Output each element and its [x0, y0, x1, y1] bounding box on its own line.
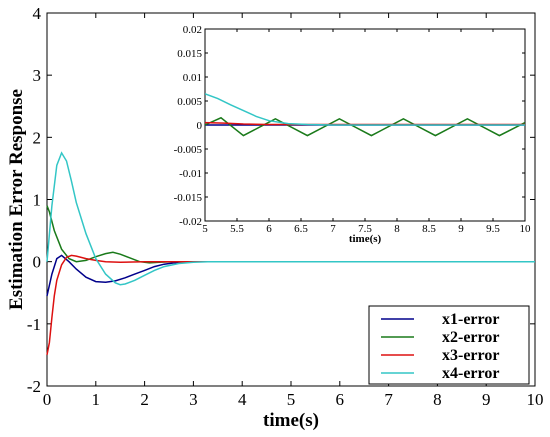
y-tick-label: -2: [27, 377, 41, 396]
inset-series-line-x4-error: [205, 93, 525, 126]
x-tick-label: 6: [336, 390, 345, 409]
inset-x-tick-label: 8: [394, 223, 400, 235]
inset-x-tick-label: 10: [520, 223, 532, 235]
inset-y-tick-label: 0.01: [183, 72, 202, 84]
inset-x-tick-label: 5.5: [230, 223, 244, 235]
x-tick-label: 10: [527, 390, 544, 409]
x-tick-label: 0: [43, 390, 52, 409]
y-tick-label: 1: [33, 191, 42, 210]
legend-entry-label: x3-error: [442, 347, 499, 364]
inset-x-tick-label: 8.5: [422, 223, 436, 235]
legend-entry-label: x2-error: [442, 329, 499, 346]
legend-entry-label: x4-error: [442, 365, 499, 382]
x-tick-label: 5: [287, 390, 296, 409]
inset-x-tick-label: 7: [330, 223, 336, 235]
inset-x-axis-label: time(s): [349, 233, 382, 245]
inset-plot: 5 5.5 6 6.5 7 7.5 8 8.5 9 9.5 10 -0.02 -0.015 -0.01 -0…: [174, 24, 531, 245]
inset-x-tick-label: 7.5: [358, 223, 372, 235]
x-tick-label: 1: [92, 390, 101, 409]
y-tick-label: -1: [27, 315, 41, 334]
y-axis-label: Estimation Error Response: [6, 89, 27, 310]
inset-x-tick-label: 5: [202, 223, 208, 235]
series-line-x4-error: [46, 151, 535, 286]
inset-y-tick-label: 0.015: [177, 48, 202, 60]
x-tick-label: 2: [140, 390, 149, 409]
inset-y-tick-label: 0.02: [183, 24, 202, 36]
x-tick-label: 7: [384, 390, 393, 409]
inset-x-tick-label: 9: [458, 223, 464, 235]
y-tick-label: 0: [33, 253, 42, 272]
x-tick-label: 8: [433, 390, 442, 409]
x-tick-label: 4: [238, 390, 247, 409]
inset-y-tick-label: 0.005: [177, 96, 202, 108]
inset-y-tick-label: -0.005: [174, 144, 203, 156]
inset-y-tick-label: -0.02: [179, 216, 202, 228]
y-tick-label: 4: [33, 4, 42, 23]
inset-y-tick-label: -0.015: [174, 192, 203, 204]
y-tick-label: 3: [33, 66, 42, 85]
inset-x-tick-label: 9.5: [486, 223, 500, 235]
inset-x-tick-label: 6.5: [294, 223, 308, 235]
x-axis-label: time(s): [263, 410, 319, 431]
x-tick-label: 3: [189, 390, 198, 409]
y-tick-label: 2: [33, 128, 42, 147]
legend-entry-label: x1-error: [442, 311, 499, 328]
x-tick-label: 9: [482, 390, 491, 409]
inset-x-tick-label: 6: [266, 223, 272, 235]
inset-y-tick-label: 0: [197, 120, 203, 132]
inset-y-tick-label: -0.01: [179, 168, 202, 180]
series-line-x3-error: [46, 254, 535, 356]
inset-series-line-x2-error: [205, 116, 525, 137]
